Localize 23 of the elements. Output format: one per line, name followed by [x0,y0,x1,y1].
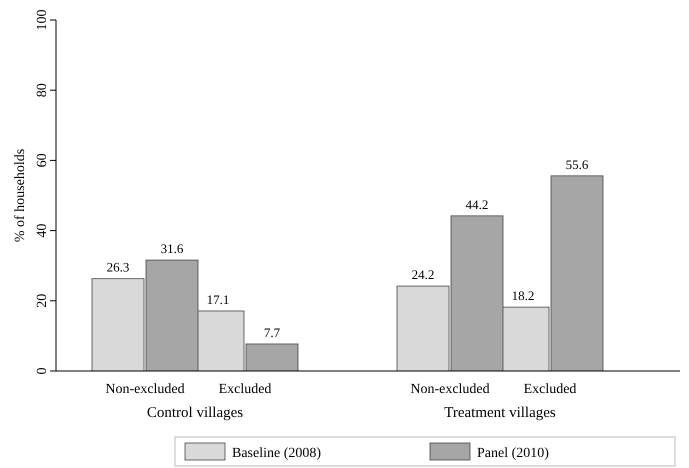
y-tick-label: 80 [35,83,50,98]
y-tick-label: 20 [35,294,50,308]
data-label: 55.6 [566,156,589,172]
x-tick-label: Non-excluded [105,382,185,397]
data-label: 24.2 [412,267,434,282]
y-tick-label: 100 [35,10,50,30]
x-tick-label: Excluded [218,382,272,397]
x-tick-label: Non-excluded [410,382,490,397]
x-tick-label: Excluded [524,382,576,397]
data-label: 31.6 [160,241,184,256]
legend-label: Baseline (2008) [232,446,322,461]
text: Control villages [146,405,244,421]
data-label: 17.1 [206,292,230,307]
data-label: 18.2 [512,288,534,304]
text: Treatment villages [444,405,556,421]
y-tick-label: 60 [35,153,50,168]
y-axis-title: % of households [13,148,28,242]
y-tick-label: 40 [35,224,50,238]
data-label: 7.7 [264,324,281,340]
legend-label: Panel (2010) [477,446,550,461]
y-tick-label: 0 [35,368,50,374]
data-label: 26.3 [106,260,130,275]
data-label: 44.2 [466,196,488,212]
